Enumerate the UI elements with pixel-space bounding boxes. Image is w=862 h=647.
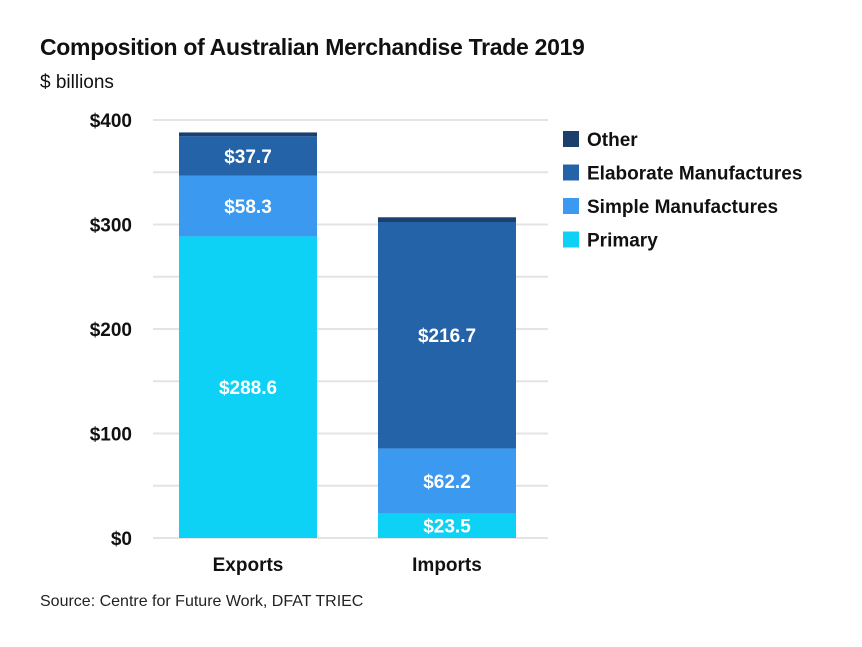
bar-segment-exports-primary	[179, 236, 317, 538]
y-tick-label: $100	[90, 425, 132, 446]
data-label: $216.7	[418, 326, 476, 347]
legend-swatch	[563, 198, 579, 214]
bar-segment-exports-other	[179, 132, 317, 137]
y-tick-label: $0	[111, 529, 132, 550]
chart-title: Composition of Australian Merchandise Tr…	[40, 34, 585, 60]
data-label: $288.6	[219, 378, 277, 399]
legend-swatch	[563, 231, 579, 248]
legend-label: Other	[587, 130, 638, 151]
x-tick-label: Exports	[213, 555, 284, 576]
data-label: $58.3	[224, 197, 272, 218]
legend-swatch	[563, 131, 579, 147]
bar-segment-imports-simple-manufactures	[378, 448, 516, 514]
bar-segment-imports-primary	[378, 513, 516, 538]
source-note: Source: Centre for Future Work, DFAT TRI…	[40, 593, 364, 610]
data-label: $37.7	[224, 147, 272, 168]
legend-label: Primary	[587, 231, 658, 252]
legend-label: Simple Manufactures	[587, 197, 778, 218]
y-tick-label: $300	[90, 216, 132, 237]
data-label: $62.2	[423, 472, 471, 493]
y-tick-label: $200	[90, 320, 132, 341]
bar-segment-exports-elaborate-manufactures	[179, 136, 317, 176]
y-tick-label: $400	[90, 111, 132, 132]
legend-label: Elaborate Manufactures	[587, 164, 802, 185]
legend-swatch	[563, 164, 579, 181]
stacked-bar-chart: $288.6 $58.3 $37.7 $23.5 $62.2 $216.7 $0 $100 $…	[90, 111, 803, 576]
bar-segment-imports-other	[378, 217, 516, 222]
data-label: $23.5	[423, 517, 471, 538]
chart-subtitle: $ billions	[40, 72, 114, 93]
bar-segment-exports-simple-manufactures	[179, 175, 317, 237]
x-tick-label: Imports	[412, 555, 482, 576]
bar-segment-imports-elaborate-manufactures	[378, 221, 516, 449]
